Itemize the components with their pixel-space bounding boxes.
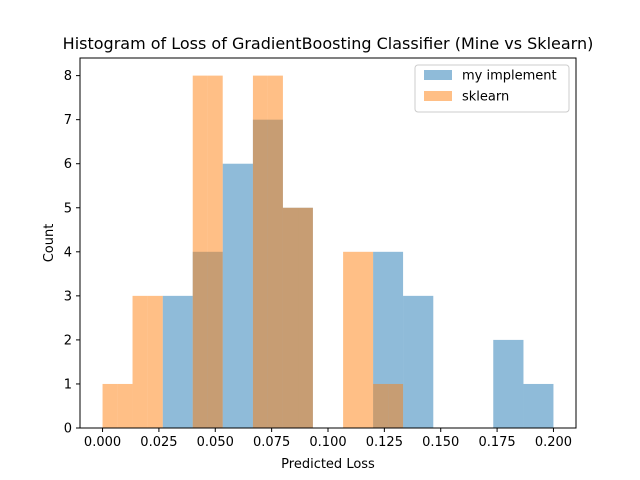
y-tick-label: 3: [64, 289, 72, 304]
x-tick-label: 0.050: [197, 435, 234, 450]
bar-my-implement: [493, 339, 524, 428]
x-tick-label: 0.025: [140, 435, 177, 450]
bar-sklearn: [252, 75, 268, 428]
legend-label: my implement: [462, 69, 557, 84]
bar-sklearn: [132, 295, 148, 428]
x-tick-label: 0.075: [253, 435, 290, 450]
bar-sklearn: [267, 75, 283, 428]
x-axis: 0.000 0.025 0.050 0.075 0.100 0.125 0.150 0.175…: [84, 428, 572, 450]
y-tick-label: 7: [64, 113, 72, 128]
bar-sklearn: [207, 75, 223, 428]
y-axis: 0 1 2 3 4 5 6 7 8: [64, 69, 80, 437]
bar-sklearn: [298, 207, 313, 428]
bar-sklearn: [373, 383, 389, 428]
legend-swatch: [424, 91, 452, 101]
chart-title: Histogram of Loss of GradientBoosting Cl…: [63, 34, 594, 53]
legend-swatch: [424, 70, 452, 80]
bar-sklearn: [282, 207, 299, 428]
y-tick-label: 1: [64, 377, 72, 392]
legend: my implement sklearn: [414, 64, 570, 113]
x-tick-label: 0.175: [478, 435, 515, 450]
y-tick-label: 6: [64, 157, 72, 172]
bar-my-implement: [403, 295, 434, 428]
x-axis-label: Predicted Loss: [281, 457, 375, 472]
bar-sklearn: [343, 251, 358, 428]
x-tick-label: 0.100: [309, 435, 346, 450]
x-tick-label: 0.200: [535, 435, 572, 450]
x-tick-label: 0.000: [84, 435, 121, 450]
bar-my-implement: [523, 383, 554, 428]
bar-sklearn: [192, 75, 208, 428]
bar-sklearn: [102, 383, 118, 428]
y-tick-label: 2: [64, 333, 72, 348]
legend-box: [414, 64, 570, 113]
y-tick-label: 5: [64, 201, 72, 216]
x-tick-label: 0.150: [422, 435, 459, 450]
legend-label: sklearn: [462, 90, 509, 105]
y-tick-label: 4: [64, 245, 72, 260]
bar-my-implement: [222, 163, 253, 428]
x-tick-label: 0.125: [366, 435, 403, 450]
bar-my-implement: [162, 295, 193, 428]
bar-sklearn: [388, 383, 404, 428]
bar-sklearn: [147, 295, 163, 428]
y-axis-label: Count: [42, 224, 57, 263]
bars-layer: [102, 75, 554, 429]
y-tick-label: 8: [64, 69, 72, 84]
bar-sklearn: [117, 383, 133, 428]
y-tick-label: 0: [64, 422, 72, 437]
bar-sklearn: [357, 251, 374, 428]
